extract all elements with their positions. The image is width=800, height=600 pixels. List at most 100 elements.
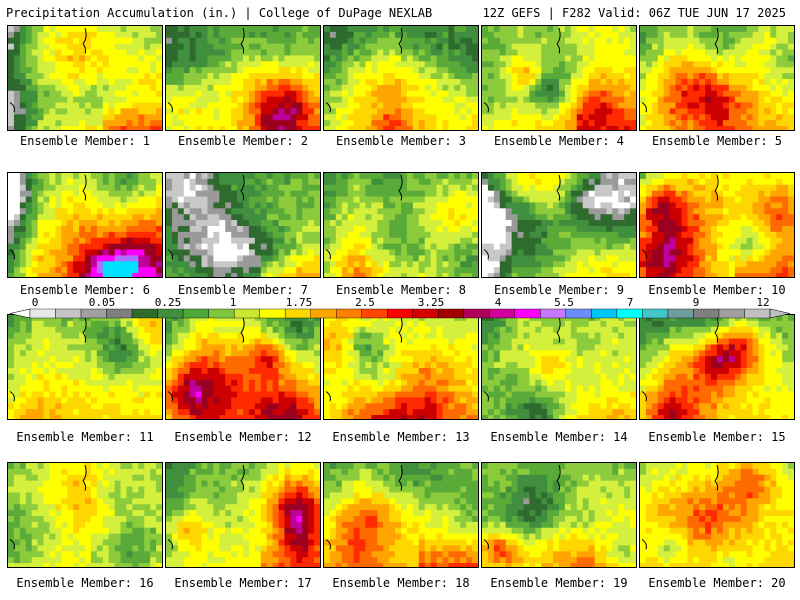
coastline xyxy=(483,539,489,550)
ensemble-member-map xyxy=(323,25,479,131)
ensemble-member-map xyxy=(323,462,479,568)
coastline xyxy=(82,174,87,201)
coastline xyxy=(714,174,719,201)
coastline xyxy=(167,249,173,260)
colorbar-label: 9 xyxy=(693,296,700,309)
ensemble-member-map xyxy=(7,25,163,131)
member-caption: Ensemble Member: 11 xyxy=(16,430,154,444)
member-caption: Ensemble Member: 2 xyxy=(177,134,309,148)
ensemble-member-map xyxy=(323,314,479,420)
ensemble-member-map xyxy=(7,314,163,420)
coastline xyxy=(714,27,719,54)
member-caption: Ensemble Member: 17 xyxy=(174,576,312,590)
colorbar-swatch xyxy=(514,308,541,319)
ensemble-member-map xyxy=(165,172,321,278)
colorbar-swatch xyxy=(565,308,592,319)
coastline xyxy=(398,464,403,491)
member-caption: Ensemble Member: 7 xyxy=(177,283,309,297)
coastline xyxy=(398,316,403,343)
colorbar-label: 1.75 xyxy=(286,296,313,309)
colorbar-swatch xyxy=(387,308,413,319)
colorbar-swatch xyxy=(29,308,56,319)
colorbar-swatch xyxy=(412,308,439,319)
colorbar-swatch xyxy=(744,308,771,319)
member-caption: Ensemble Member: 8 xyxy=(335,283,467,297)
coastline xyxy=(398,174,403,201)
ensemble-member-map xyxy=(7,462,163,568)
member-caption: Ensemble Member: 3 xyxy=(335,134,467,148)
ensemble-member-map xyxy=(481,25,637,131)
coastline xyxy=(325,539,331,550)
map-title: Precipitation Accumulation (in.) | Colle… xyxy=(6,6,433,20)
colorbar-swatch xyxy=(718,308,745,319)
coastline xyxy=(325,249,331,260)
coastline xyxy=(483,102,489,113)
colorbar-swatch xyxy=(438,308,464,319)
coastline xyxy=(641,391,647,402)
ensemble-member-map xyxy=(639,172,795,278)
coastline xyxy=(714,316,719,343)
member-caption: Ensemble Member: 5 xyxy=(651,134,783,148)
colorbar-label: 12 xyxy=(756,296,769,309)
member-caption: Ensemble Member: 15 xyxy=(648,430,786,444)
coastline xyxy=(325,102,331,113)
colorbar-swatch xyxy=(463,308,490,319)
coastline xyxy=(9,391,15,402)
colorbar-label: 3.25 xyxy=(418,296,445,309)
colorbar-swatch xyxy=(616,308,643,319)
colorbar-swatch xyxy=(131,308,158,319)
colorbar-swatch xyxy=(489,308,516,319)
coastline xyxy=(641,539,647,550)
colorbar-swatch xyxy=(157,308,184,319)
colorbar-swatch xyxy=(233,308,260,319)
coastline xyxy=(641,249,647,260)
coastline xyxy=(556,27,561,54)
member-caption: Ensemble Member: 6 xyxy=(19,283,151,297)
colorbar-max-arrow xyxy=(769,308,791,319)
colorbar-label: 0.05 xyxy=(89,296,116,309)
ensemble-member-map xyxy=(7,172,163,278)
colorbar-swatch xyxy=(80,308,107,319)
member-caption: Ensemble Member: 1 xyxy=(19,134,151,148)
ensemble-member-map xyxy=(639,25,795,131)
colorbar-swatch xyxy=(693,308,720,319)
coastline xyxy=(483,249,489,260)
coastline xyxy=(9,249,15,260)
coastline xyxy=(82,27,87,54)
coastline xyxy=(325,391,331,402)
coastline xyxy=(167,539,173,550)
colorbar-swatch xyxy=(182,308,209,319)
colorbar-label: 0.25 xyxy=(155,296,182,309)
member-caption: Ensemble Member: 13 xyxy=(332,430,470,444)
coastline xyxy=(556,464,561,491)
coastline xyxy=(556,174,561,201)
colorbar-label: 5.5 xyxy=(554,296,574,309)
coastline xyxy=(82,316,87,343)
ensemble-member-map xyxy=(323,172,479,278)
coastline xyxy=(398,27,403,54)
member-caption: Ensemble Member: 14 xyxy=(490,430,628,444)
colorbar-swatch xyxy=(208,308,235,319)
colorbar-swatch xyxy=(642,308,669,319)
coastline xyxy=(9,539,15,550)
run-info: 12Z GEFS | F282 Valid: 06Z TUE JUN 17 20… xyxy=(482,6,786,20)
colorbar-label: 1 xyxy=(230,296,237,309)
ensemble-member-map xyxy=(481,172,637,278)
colorbar-swatch xyxy=(361,308,388,319)
colorbar-swatch xyxy=(55,308,82,319)
coastline xyxy=(556,316,561,343)
member-caption: Ensemble Member: 10 xyxy=(648,283,786,297)
colorbar-swatch xyxy=(106,308,133,319)
ensemble-member-map xyxy=(165,314,321,420)
precip-colorbar: 0 0.05 0.25 1 1.75 2.5 3.25 4 5.5 7 9 12 xyxy=(9,296,791,319)
ensemble-member-map xyxy=(165,462,321,568)
ensemble-member-map xyxy=(639,314,795,420)
ensemble-member-map xyxy=(481,462,637,568)
member-caption: Ensemble Member: 4 xyxy=(493,134,625,148)
colorbar-min-arrow xyxy=(9,308,31,319)
ensemble-member-map xyxy=(639,462,795,568)
colorbar-swatch xyxy=(336,308,362,319)
coastline xyxy=(240,174,245,201)
coastline xyxy=(82,464,87,491)
coastline xyxy=(167,102,173,113)
